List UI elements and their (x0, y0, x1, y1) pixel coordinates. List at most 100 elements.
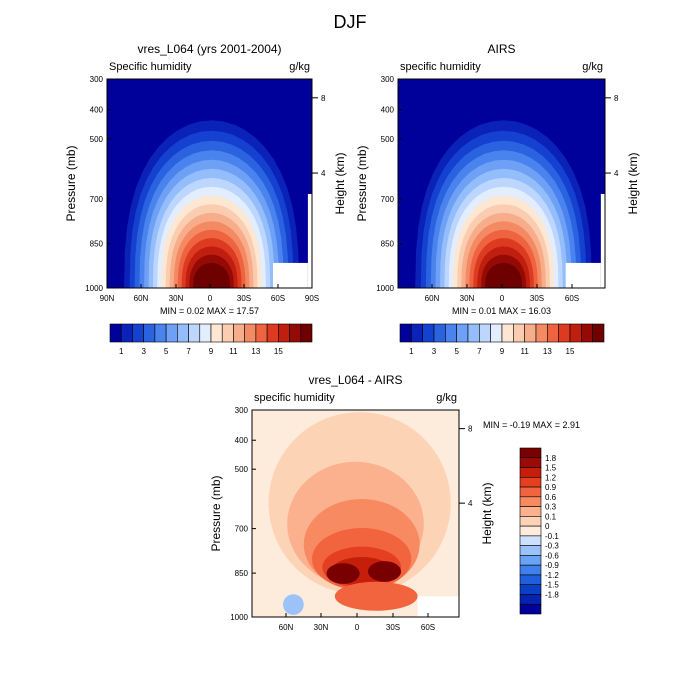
colorbar-box (519, 496, 542, 507)
contour-band (193, 262, 230, 288)
colorbar-box (154, 323, 167, 343)
colorbar-box (519, 564, 542, 576)
min-max-stats: MIN = 0.02 MAX = 17.57 (160, 306, 259, 316)
y-tick-label: 700 (90, 195, 104, 204)
colorbar-box (547, 323, 559, 343)
colorbar-label: 1 (409, 347, 414, 356)
colorbar-box (501, 323, 514, 343)
contour-field (252, 410, 459, 617)
colorbar-box (519, 555, 542, 566)
colorbar-box (456, 323, 469, 343)
colorbar-label: 13 (251, 347, 260, 356)
colorbar-box (411, 323, 423, 343)
x-tick-label: 60S (421, 623, 435, 632)
colorbar-box (519, 467, 542, 478)
y-tick-label: 400 (381, 106, 395, 115)
y-right-tick-label: 4 (321, 169, 326, 178)
colorbar-box (513, 323, 525, 343)
contour-band (367, 561, 402, 582)
colorbar-label: 1.5 (545, 464, 557, 473)
contour-band (283, 594, 304, 615)
y-tick-label: 500 (381, 135, 395, 144)
colorbar-box (266, 323, 279, 343)
colorbar-label: 1.8 (545, 454, 557, 463)
colorbar-box (177, 323, 189, 343)
colorbar-box (132, 323, 144, 343)
topography-mask (307, 193, 312, 288)
y-tick-label: 1000 (85, 284, 103, 293)
colorbar-label: 11 (229, 347, 238, 356)
x-tick-label: 30N (169, 294, 184, 303)
colorbar-label: -0.9 (545, 561, 559, 570)
colorbar-label: 5 (454, 347, 459, 356)
colorbar-label: 1.2 (545, 473, 557, 482)
colorbar-label: -1.8 (545, 590, 559, 599)
colorbar-label: 7 (477, 347, 482, 356)
colorbar: 1 3 5 7 9 11 13 15 (399, 323, 605, 356)
colorbar-box (558, 323, 571, 343)
colorbar-label: 13 (543, 347, 552, 356)
colorbar-box (519, 476, 542, 488)
y-tick-label: 1000 (230, 613, 248, 622)
y-right-axis-label: Height (km) (480, 482, 494, 544)
colorbar-box (109, 323, 122, 343)
colorbar-label: -0.3 (545, 542, 559, 551)
topography-mask (273, 262, 308, 288)
contour-band (484, 262, 523, 288)
y-right-tick-label: 8 (321, 94, 326, 103)
y-tick-label: 850 (381, 240, 395, 249)
x-tick-label: 30S (530, 294, 544, 303)
topography-mask (565, 262, 601, 288)
colorbar-box (165, 323, 178, 343)
y-tick-label: 850 (90, 240, 104, 249)
colorbar-box (210, 323, 223, 343)
colorbar-box (143, 323, 156, 343)
colorbar-label: 0.1 (545, 512, 557, 521)
colorbar-box (519, 603, 542, 615)
colorbar-label: 3 (141, 347, 146, 356)
y-tick-label: 700 (235, 525, 249, 534)
colorbar-label: 0.9 (545, 483, 557, 492)
colorbar-label: -1.2 (545, 571, 559, 580)
x-tick-label: 60N (134, 294, 149, 303)
y-right-tick-label: 4 (468, 499, 473, 508)
y-tick-label: 400 (90, 106, 104, 115)
y-tick-label: 500 (90, 135, 104, 144)
panel-title: vres_L064 - AIRS (308, 373, 402, 387)
colorbar-box (445, 323, 457, 343)
colorbar-box (569, 323, 582, 343)
y-axis-label: Pressure (mb) (355, 145, 369, 221)
colorbar-box (399, 323, 412, 343)
y-tick-label: 850 (235, 569, 249, 578)
colorbar-box (490, 323, 503, 343)
x-tick-label: 0 (208, 294, 213, 303)
colorbar-label: 7 (186, 347, 191, 356)
plot-frame (251, 409, 460, 618)
variable-label: Specific humidity (109, 61, 192, 73)
variable-label: specific humidity (400, 61, 481, 73)
colorbar-box (519, 584, 542, 595)
colorbar-box (221, 323, 234, 343)
colorbar-box (244, 323, 257, 343)
x-tick-label: 30S (386, 623, 400, 632)
min-max-stats: MIN = -0.19 MAX = 2.91 (483, 420, 580, 430)
min-max-stats: MIN = 0.01 MAX = 16.03 (452, 306, 551, 316)
colorbar: 1.81.51.20.90.60.30.10-0.1-0.3-0.6-0.9-1… (519, 447, 559, 615)
colorbar-box (422, 323, 435, 343)
colorbar-label: 1 (119, 347, 124, 356)
x-tick-label: 30N (314, 623, 329, 632)
colorbar-label: 11 (521, 347, 530, 356)
colorbar-label: 3 (432, 347, 437, 356)
colorbar-label: -1.5 (545, 581, 559, 590)
x-tick-label: 60N (279, 623, 294, 632)
colorbar-box (519, 486, 542, 498)
y-tick-label: 300 (235, 406, 249, 415)
x-tick-label: 30N (460, 294, 475, 303)
colorbar-box (592, 323, 605, 343)
colorbar-box (120, 323, 133, 343)
y-tick-label: 700 (381, 195, 395, 204)
x-tick-label: 90S (305, 294, 319, 303)
colorbar-box (581, 323, 593, 343)
panel-3: vres_L064 - AIRS specific humidity g/kg 300… (209, 373, 580, 632)
